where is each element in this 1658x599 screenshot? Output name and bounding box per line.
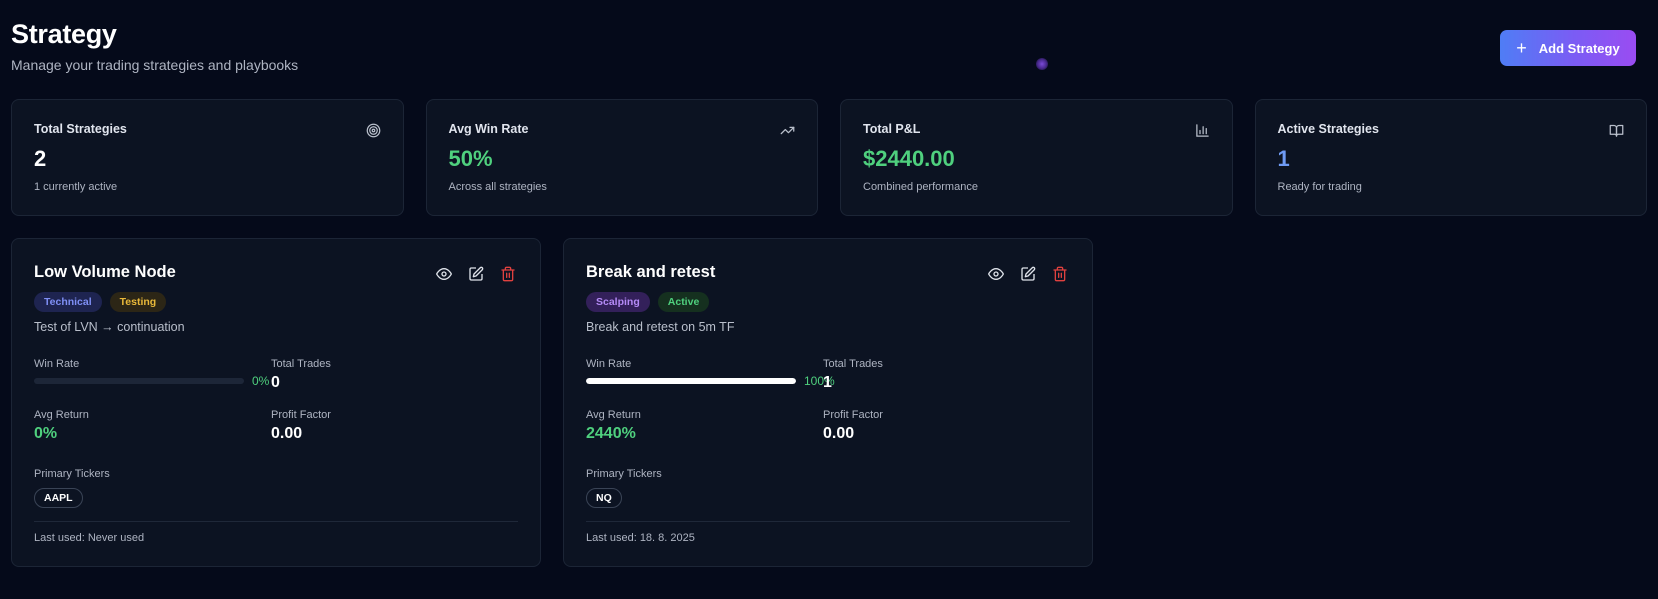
eye-icon[interactable] xyxy=(988,266,1004,282)
win-rate-value: 100% xyxy=(804,374,835,388)
target-icon xyxy=(366,123,380,138)
metric-value: 1 xyxy=(823,374,832,391)
status-badge: Active xyxy=(657,292,710,312)
eye-icon[interactable] xyxy=(436,266,452,282)
stat-card-avg-win-rate: Avg Win Rate 50% Across all strategies xyxy=(425,99,818,216)
metric-value: 0% xyxy=(34,425,58,442)
plus-icon: + xyxy=(1516,38,1527,58)
card-actions xyxy=(988,266,1068,282)
stat-subtext: Ready for trading xyxy=(1277,181,1362,193)
strategy-name: Low Volume Node xyxy=(34,263,176,281)
metric-label: Total Trades xyxy=(823,358,883,370)
stat-label: Total Strategies xyxy=(34,122,127,136)
metric-value: 2440% xyxy=(586,425,636,442)
stat-value: $2440.00 xyxy=(863,146,955,171)
win-rate-value: 0% xyxy=(252,374,270,388)
trending-up-icon xyxy=(780,126,795,135)
metric-label: Total Trades xyxy=(271,358,331,370)
add-strategy-label: Add Strategy xyxy=(1538,40,1620,56)
metric-label: Profit Factor xyxy=(271,409,331,421)
metric-value: 0 xyxy=(271,374,280,391)
stat-label: Active Strategies xyxy=(1277,122,1379,136)
metric-label: Avg Return xyxy=(34,409,89,421)
strategy-name: Break and retest xyxy=(586,263,716,281)
stats-row: Total Strategies 2 1 currently active Av… xyxy=(11,99,1647,216)
book-open-icon xyxy=(1609,124,1624,137)
trash-icon[interactable] xyxy=(1052,266,1068,282)
metric-label: Profit Factor xyxy=(823,409,883,421)
profit-factor-metric: Profit Factor 0.00 xyxy=(271,409,331,443)
status-badge: Testing xyxy=(109,292,167,312)
strategy-card: Break and retest Scalping Active Break a… xyxy=(563,238,1093,567)
stat-value: 2 xyxy=(34,146,47,171)
total-trades-metric: Total Trades 1 xyxy=(823,358,883,392)
tickers-label: Primary Tickers xyxy=(34,468,110,480)
strategy-metrics: Win Rate 0% Total Trades 0 Avg Return 0%… xyxy=(34,358,518,468)
stat-card-active-strategies: Active Strategies 1 Ready for trading xyxy=(1254,99,1647,216)
tickers-label: Primary Tickers xyxy=(586,468,662,480)
stat-subtext: 1 currently active xyxy=(34,181,118,193)
tag-list: Scalping Active xyxy=(586,292,1070,312)
avg-return-metric: Avg Return 0% xyxy=(34,409,89,443)
edit-icon[interactable] xyxy=(1020,266,1036,282)
stat-card-total-strategies: Total Strategies 2 1 currently active xyxy=(11,99,404,216)
metric-value: 0.00 xyxy=(823,425,855,442)
tag-list: Technical Testing xyxy=(34,292,518,312)
metric-label: Avg Return xyxy=(586,409,641,421)
win-rate-bar xyxy=(34,378,244,384)
ticker-chip: NQ xyxy=(586,488,622,508)
add-strategy-button[interactable]: + Add Strategy xyxy=(1500,30,1636,66)
avg-return-metric: Avg Return 2440% xyxy=(586,409,641,443)
page-subtitle: Manage your trading strategies and playb… xyxy=(11,57,299,73)
strategy-description: Break and retest on 5m TF xyxy=(586,320,735,334)
win-rate-metric: Win Rate 0% xyxy=(34,358,269,388)
bar-chart-icon xyxy=(1195,124,1209,137)
total-trades-metric: Total Trades 0 xyxy=(271,358,331,392)
category-badge: Technical xyxy=(34,292,102,312)
page-title: Strategy xyxy=(11,19,117,49)
metric-label: Win Rate xyxy=(586,358,632,370)
strategy-cards: Low Volume Node Technical Testing Test o… xyxy=(11,238,1647,567)
stat-card-total-pnl: Total P&L $2440.00 Combined performance xyxy=(840,99,1233,216)
stat-subtext: Across all strategies xyxy=(448,181,547,193)
last-used: Last used: Never used xyxy=(34,521,518,544)
page-header: Strategy Manage your trading strategies … xyxy=(11,0,1647,99)
metric-label: Win Rate xyxy=(34,358,80,370)
ticker-chip: AAPL xyxy=(34,488,83,508)
win-rate-metric: Win Rate 100% xyxy=(586,358,835,388)
cursor-indicator xyxy=(1036,58,1048,70)
edit-icon[interactable] xyxy=(468,266,484,282)
stat-label: Total P&L xyxy=(863,122,921,136)
stat-value: 50% xyxy=(448,146,493,171)
strategy-card: Low Volume Node Technical Testing Test o… xyxy=(11,238,541,567)
stat-value: 1 xyxy=(1277,146,1290,171)
win-rate-bar xyxy=(586,378,796,384)
win-rate-bar-fill xyxy=(586,378,796,384)
strategy-metrics: Win Rate 100% Total Trades 1 Avg Return … xyxy=(586,358,1070,468)
category-badge: Scalping xyxy=(586,292,650,312)
stat-label: Avg Win Rate xyxy=(448,122,529,136)
card-actions xyxy=(436,266,516,282)
strategy-description: Test of LVN → continuation xyxy=(34,320,185,334)
trash-icon[interactable] xyxy=(500,266,516,282)
stat-subtext: Combined performance xyxy=(863,181,978,193)
profit-factor-metric: Profit Factor 0.00 xyxy=(823,409,883,443)
metric-value: 0.00 xyxy=(271,425,303,442)
last-used: Last used: 18. 8. 2025 xyxy=(586,521,1070,544)
